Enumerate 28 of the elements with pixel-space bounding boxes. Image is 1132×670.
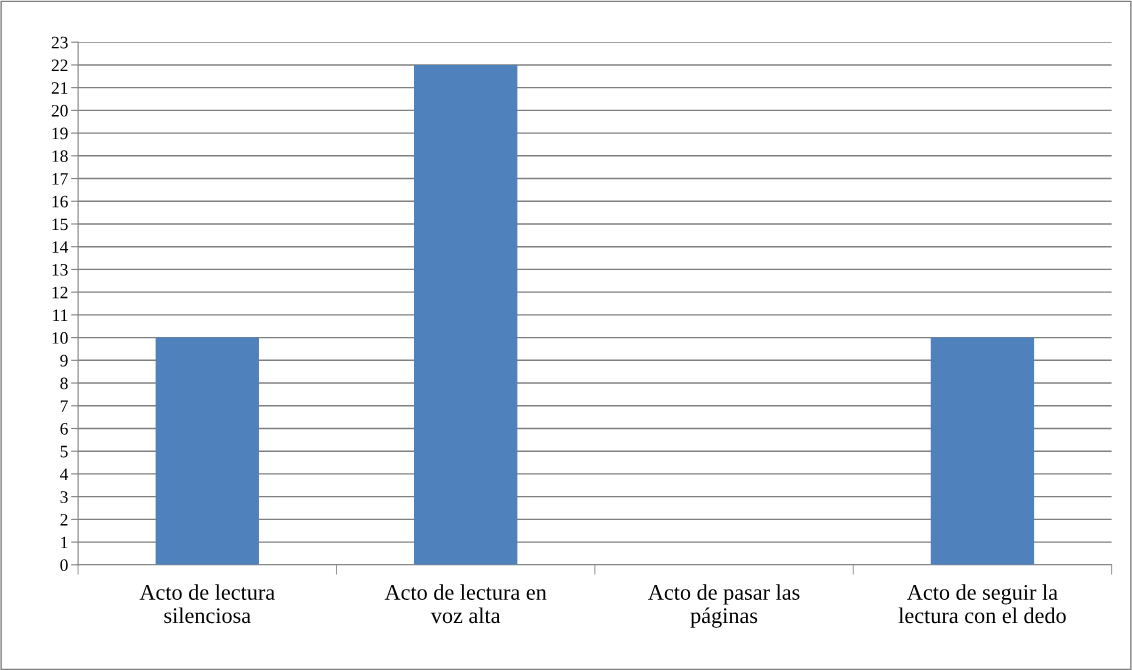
y-tick-label: 2 (60, 513, 68, 526)
y-tick-label: 7 (60, 400, 68, 412)
y-tick-label: 0 (60, 559, 68, 571)
y-tick-label: 22 (51, 59, 68, 71)
x-tick-label: Acto de lectura silenciosa (139, 584, 275, 624)
x-tick-label: Acto de pasar las páginas (648, 584, 800, 628)
y-tick-label: 6 (60, 423, 68, 435)
y-tick-label: 5 (60, 445, 68, 458)
y-tick-label: 19 (52, 127, 68, 140)
y-tick-label: 23 (51, 36, 68, 49)
y-tick-label: 11 (53, 309, 68, 321)
y-tick-label: 17 (52, 173, 68, 185)
y-tick-label: 4 (60, 468, 69, 480)
y-tick-label: 8 (60, 377, 68, 390)
y-tick-label: 12 (52, 286, 68, 299)
y-tick-label: 13 (52, 263, 68, 276)
y-tick-label: 14 (52, 241, 69, 253)
y-tick-label: 20 (51, 104, 68, 117)
y-tick-label: 21 (51, 82, 68, 94)
y-tick-label: 1 (61, 536, 68, 549)
y-tick-label: 18 (52, 150, 68, 163)
y-tick-label: 15 (52, 218, 68, 231)
x-tick-label: Acto de lectura en voz alta (384, 584, 547, 624)
y-tick-label: 16 (52, 195, 68, 208)
y-tick-label: 10 (52, 332, 68, 344)
y-tick-label: 3 (60, 491, 68, 503)
y-tick-label: 9 (60, 354, 68, 367)
x-tick-label: Acto de seguir la lectura con el dedo (898, 584, 1066, 624)
